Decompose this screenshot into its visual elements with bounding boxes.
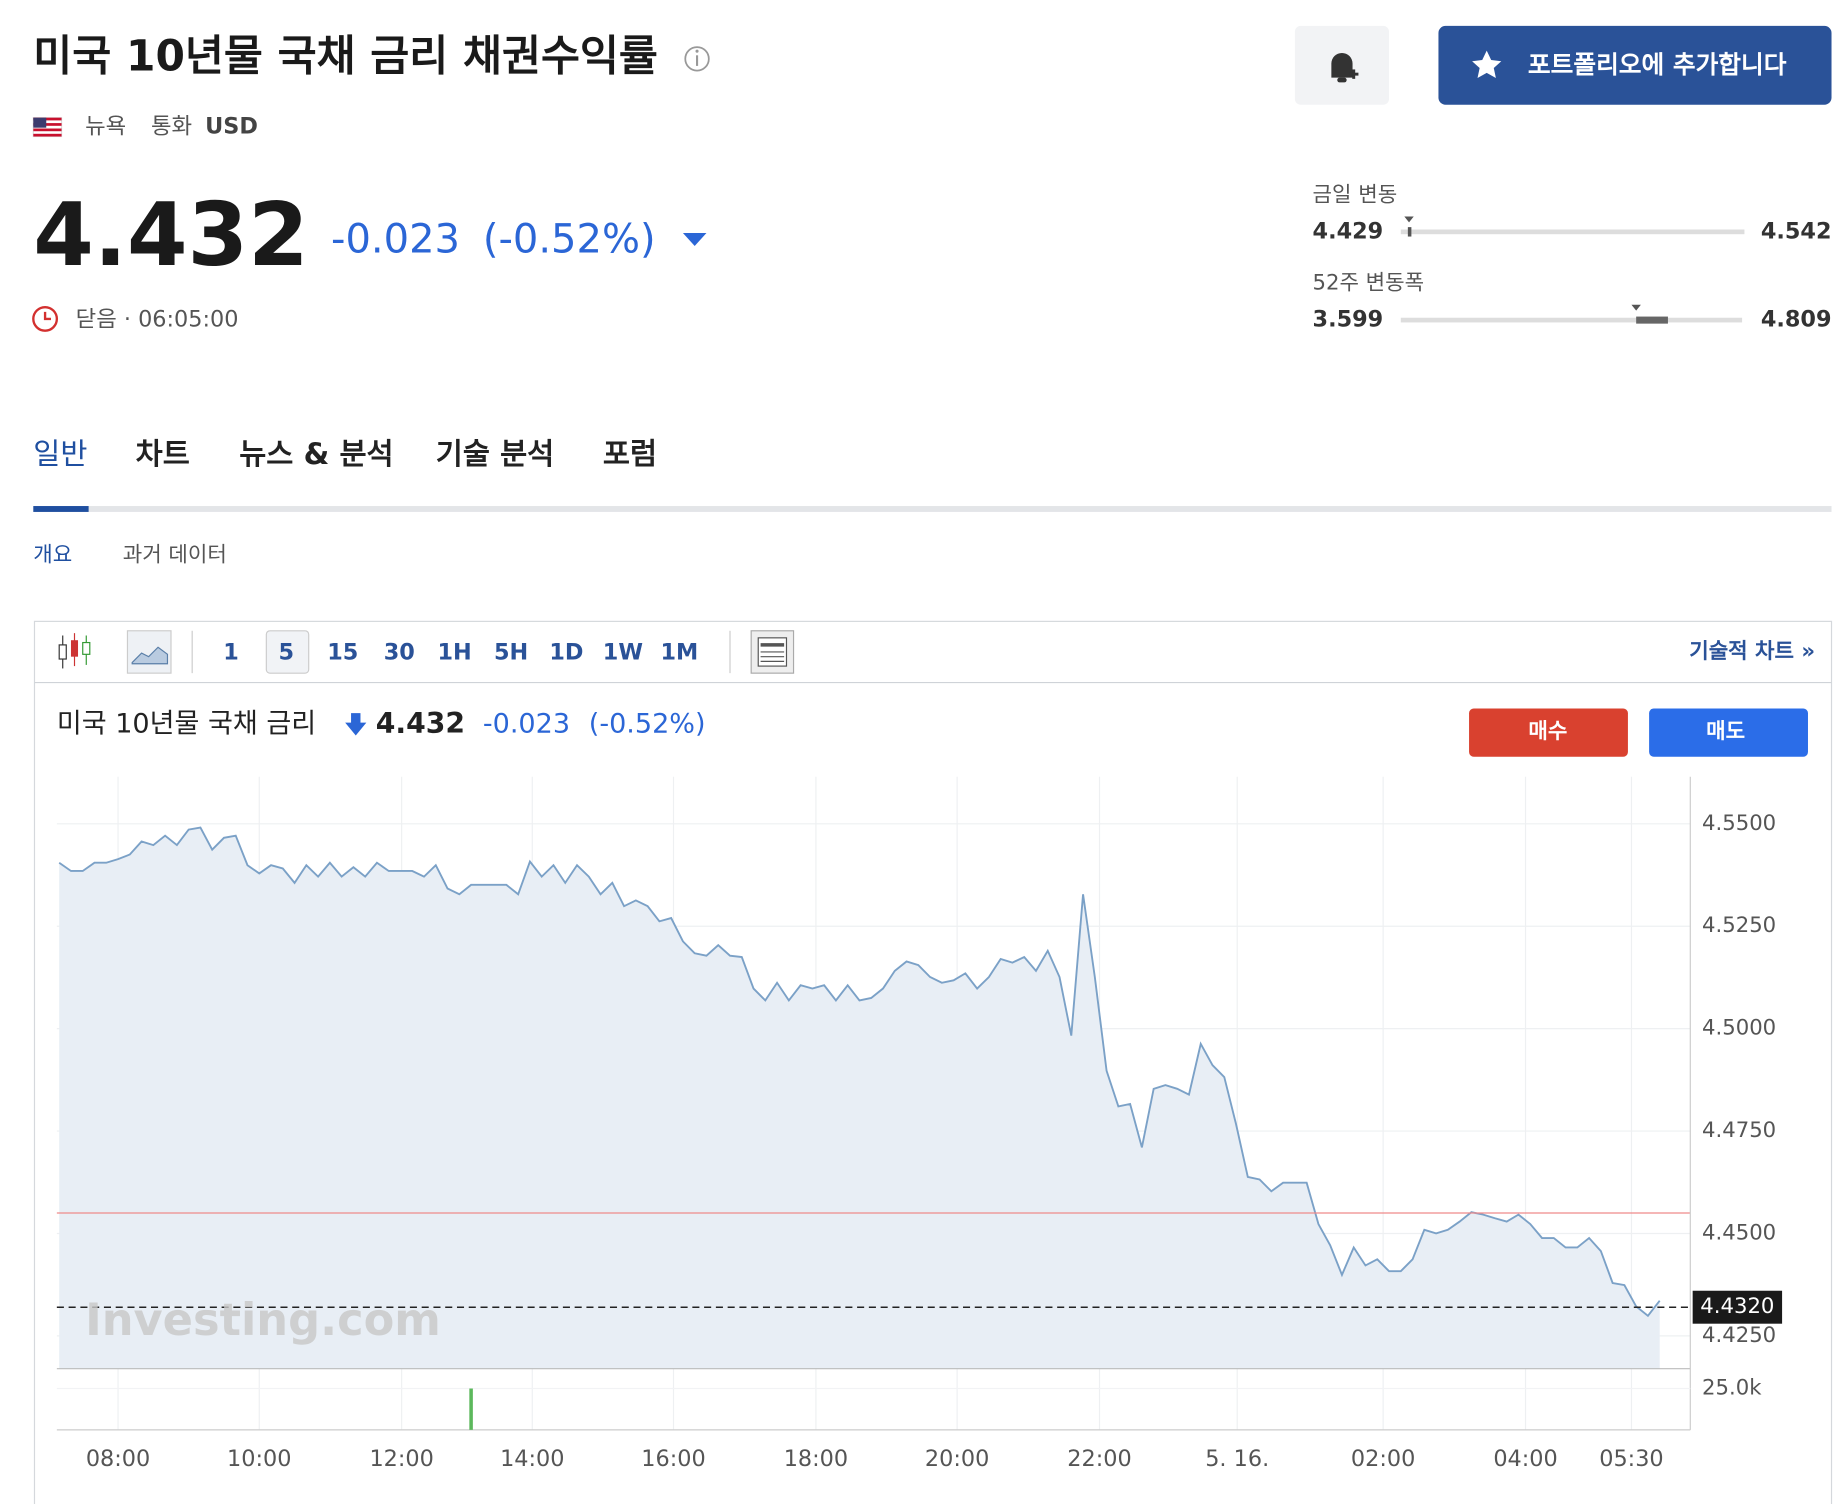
portfolio-label: 포트폴리오에 추가합니다 [1528,50,1787,79]
watermark: Investing.com [85,1293,441,1346]
day-low: 4.429 [1313,218,1384,244]
alert-button[interactable] [1294,25,1390,105]
last-price-box [1692,1290,1783,1324]
week52-label: 52주 변동폭 [1313,270,1425,295]
x-tick-label: 04:00 [1493,1446,1557,1472]
currency-label: 통화 [151,114,192,140]
x-tick-label: 5. 16. [1205,1446,1269,1472]
tab[interactable]: 기술 분석 [436,437,554,471]
interval[interactable]: 1M [660,640,698,666]
subtabs: 개요 과거 데이터 [33,541,227,566]
day-range-label: 금일 변동 [1313,181,1398,206]
clock-icon [32,305,59,332]
y-tick-label: 4.5250 [1702,912,1776,937]
tab[interactable]: 포럼 [603,437,657,471]
volume-tick-label: 25.0k [1702,1375,1762,1400]
interval[interactable]: 5H [494,640,528,666]
y-tick-label: 4.4250 [1702,1322,1776,1347]
plot: 08:00 10:00 12:00 14:00 16:00 18:00 20:00 22:00… [56,776,1783,1472]
x-tick-label: 20:00 [925,1446,989,1472]
exchange: 뉴욕 [85,114,126,140]
interval[interactable]: 5 [279,640,295,666]
interval[interactable]: 30 [384,640,415,666]
last-price-label: 4.4320 [1700,1293,1774,1318]
change-pct: (-0.52%) [483,216,656,262]
title: 미국 10년물 국채 금리 채권수익률 [33,31,658,80]
x-tick-label: 18:00 [784,1446,848,1472]
week52-low: 3.599 [1313,307,1384,333]
chart-price: 4.432 [376,707,465,740]
tabs: 일반 차트 뉴스 & 분석 기술 분석 포럼 [33,437,657,471]
x-tick-label: 22:00 [1067,1446,1131,1472]
tab[interactable]: 뉴스 & 분석 [239,437,393,471]
sell-button[interactable]: 매도 [1649,708,1808,757]
area [59,827,1660,1369]
week52-bar [1400,317,1743,323]
x-tick-label: 14:00 [500,1446,564,1472]
active-interval-box [265,630,310,674]
subtab[interactable]: 과거 데이터 [123,541,227,566]
intervals: 1 5 15 30 1H 5H 1D 1W 1M [223,640,698,666]
interval[interactable]: 1H [437,640,471,666]
portfolio-button[interactable]: 포트폴리오에 추가합니다 [1438,25,1832,105]
x-tick-label: 16:00 [641,1446,705,1472]
tech-chart-link[interactable]: 기술적 차트 » [1689,638,1815,663]
down-arrow [345,713,367,736]
x-tick-label: 10:00 [227,1446,291,1472]
y-tick-label: 4.5500 [1702,810,1776,835]
y-tick-label: 4.4500 [1702,1219,1776,1244]
day-range-marker [1404,216,1414,237]
week52-marker [1631,304,1668,324]
x-tick-label: 05:30 [1599,1446,1663,1472]
day-range-bar [1400,229,1745,235]
interval[interactable]: 1 [223,640,239,666]
interval[interactable]: 1W [603,640,643,666]
buy-button[interactable]: 매수 [1469,708,1628,757]
area-icon[interactable] [126,630,172,674]
price-line [58,826,1661,1318]
subtab[interactable]: 개요 [33,541,72,566]
currency: USD [205,114,258,140]
y-tick-label: 4.5000 [1702,1015,1776,1040]
chart-change-pct: (-0.52%) [589,708,706,739]
chart-name: 미국 10년물 국채 금리 [57,708,316,739]
flag [32,117,63,138]
x-tick-label: 08:00 [86,1446,150,1472]
buy-label: 매수 [1528,718,1567,743]
tab[interactable]: 차트 [136,437,190,471]
market-status: 닫음 · 06:05:00 [76,307,239,333]
active-tab-indicator [33,506,89,512]
interval[interactable]: 15 [327,640,358,666]
price: 4.432 [33,184,308,286]
tab[interactable]: 일반 [33,437,87,471]
chart-change: -0.023 [483,708,570,739]
interval[interactable]: 1D [549,640,583,666]
volume-bar [469,1388,473,1430]
sell-label: 매도 [1706,718,1745,743]
change: -0.023 [331,216,460,262]
x-tick-label: 02:00 [1351,1446,1415,1472]
x-tick-label: 12:00 [369,1446,433,1472]
y-tick-label: 4.4750 [1702,1117,1776,1142]
week52-high: 4.809 [1761,307,1832,333]
candle-icon[interactable] [58,633,91,669]
down-triangle [682,233,707,246]
day-high: 4.542 [1761,218,1832,244]
info-icon[interactable] [684,46,710,72]
tab-underline [33,506,1832,512]
table-icon[interactable] [750,630,795,674]
